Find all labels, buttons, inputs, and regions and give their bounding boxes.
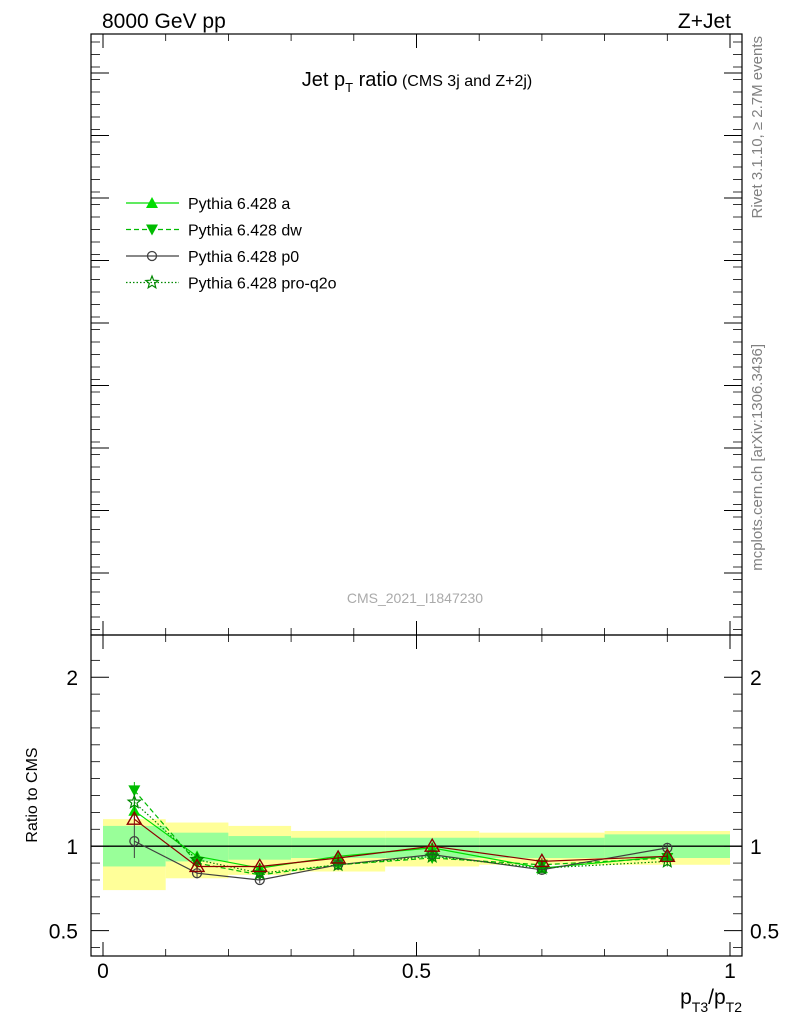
legend-label: Pythia 6.428 pro-q2o — [188, 276, 337, 293]
series-4 — [126, 810, 676, 873]
stat-uncertainty-band — [228, 836, 292, 860]
legend-item: Pythia 6.428 p0 — [126, 249, 299, 266]
mcplots-reference-label: mcplots.cern.ch [arXiv:1306.3436] — [749, 344, 766, 571]
plot-title-subscript: T — [345, 80, 353, 95]
x-tick-label: 0 — [97, 960, 109, 983]
data-point — [188, 858, 206, 873]
data-point — [128, 785, 141, 797]
ratio-y-tick-label-right: 2 — [750, 667, 762, 690]
data-point — [423, 837, 441, 852]
analysis-watermark: CMS_2021_I1847230 — [347, 590, 483, 606]
data-point — [189, 851, 205, 867]
ratio-y-axis-label: Ratio to CMS — [24, 747, 41, 842]
header-process-label: Z+Jet — [678, 10, 731, 33]
legend-marker — [146, 197, 158, 208]
data-point — [329, 849, 347, 864]
x-axis-label-slash: /p — [708, 986, 726, 1009]
data-point — [126, 794, 143, 809]
plot-title-detail: (CMS 3j and Z+2j) — [398, 73, 533, 90]
stat-uncertainty-band — [479, 837, 605, 859]
data-point — [424, 848, 441, 863]
ratio-y-tick-label-right: 0.5 — [750, 921, 779, 944]
ratio-y-tick-label: 2 — [66, 667, 78, 690]
x-axis-label-p1: p — [680, 986, 692, 1009]
legend-item: Pythia 6.428 pro-q2o — [126, 274, 337, 293]
data-point — [251, 858, 268, 873]
ratio-y-tick-label: 0.5 — [49, 921, 78, 944]
main-panel-y-ticks — [91, 34, 742, 635]
legend-marker — [144, 274, 160, 290]
data-point — [126, 810, 143, 825]
header-energy-label: 8000 GeV pp — [102, 10, 226, 33]
stat-uncertainty-band — [291, 837, 386, 859]
main-panel-frame — [90, 33, 743, 636]
x-tick-label: 0.5 — [402, 960, 431, 983]
legend-label: Pythia 6.428 p0 — [188, 249, 299, 266]
plot-title: Jet pT ratio (CMS 3j and Z+2j) — [302, 69, 533, 95]
legend-item: Pythia 6.428 dw — [126, 223, 302, 240]
x-axis-label: pT3/pT2 — [680, 986, 742, 1015]
legend-item: Pythia 6.428 a — [126, 196, 290, 213]
plot-title-prefix: Jet p — [302, 69, 345, 91]
data-point — [533, 853, 551, 868]
rivet-version-label: Rivet 3.1.10, ≥ 2.7M events — [749, 36, 766, 219]
ratio-y-tick-label-right: 1 — [750, 836, 762, 859]
plot-title-suffix: ratio — [353, 69, 397, 91]
legend-label: Pythia 6.428 dw — [188, 223, 302, 240]
ratio-axes: 0.5 0.5 1 1 2 2 0 0.5 1 — [49, 635, 779, 983]
data-point — [659, 853, 676, 868]
ratio-y-tick-label: 1 — [66, 836, 78, 859]
legend-marker — [146, 250, 158, 262]
legend: Pythia 6.428 a Pythia 6.428 dw Pythia 6.42… — [126, 196, 337, 293]
legend-label: Pythia 6.428 a — [188, 196, 290, 213]
data-point — [662, 842, 673, 854]
ratio-panel-frame — [90, 634, 743, 957]
ratio-series — [126, 781, 676, 886]
x-tick-label: 1 — [724, 960, 736, 983]
data-point — [129, 835, 140, 847]
x-axis-label-sub1: T3 — [692, 999, 709, 1015]
legend-marker — [146, 224, 158, 236]
x-axis-label-sub2: T2 — [726, 999, 743, 1015]
data-point — [659, 847, 676, 863]
